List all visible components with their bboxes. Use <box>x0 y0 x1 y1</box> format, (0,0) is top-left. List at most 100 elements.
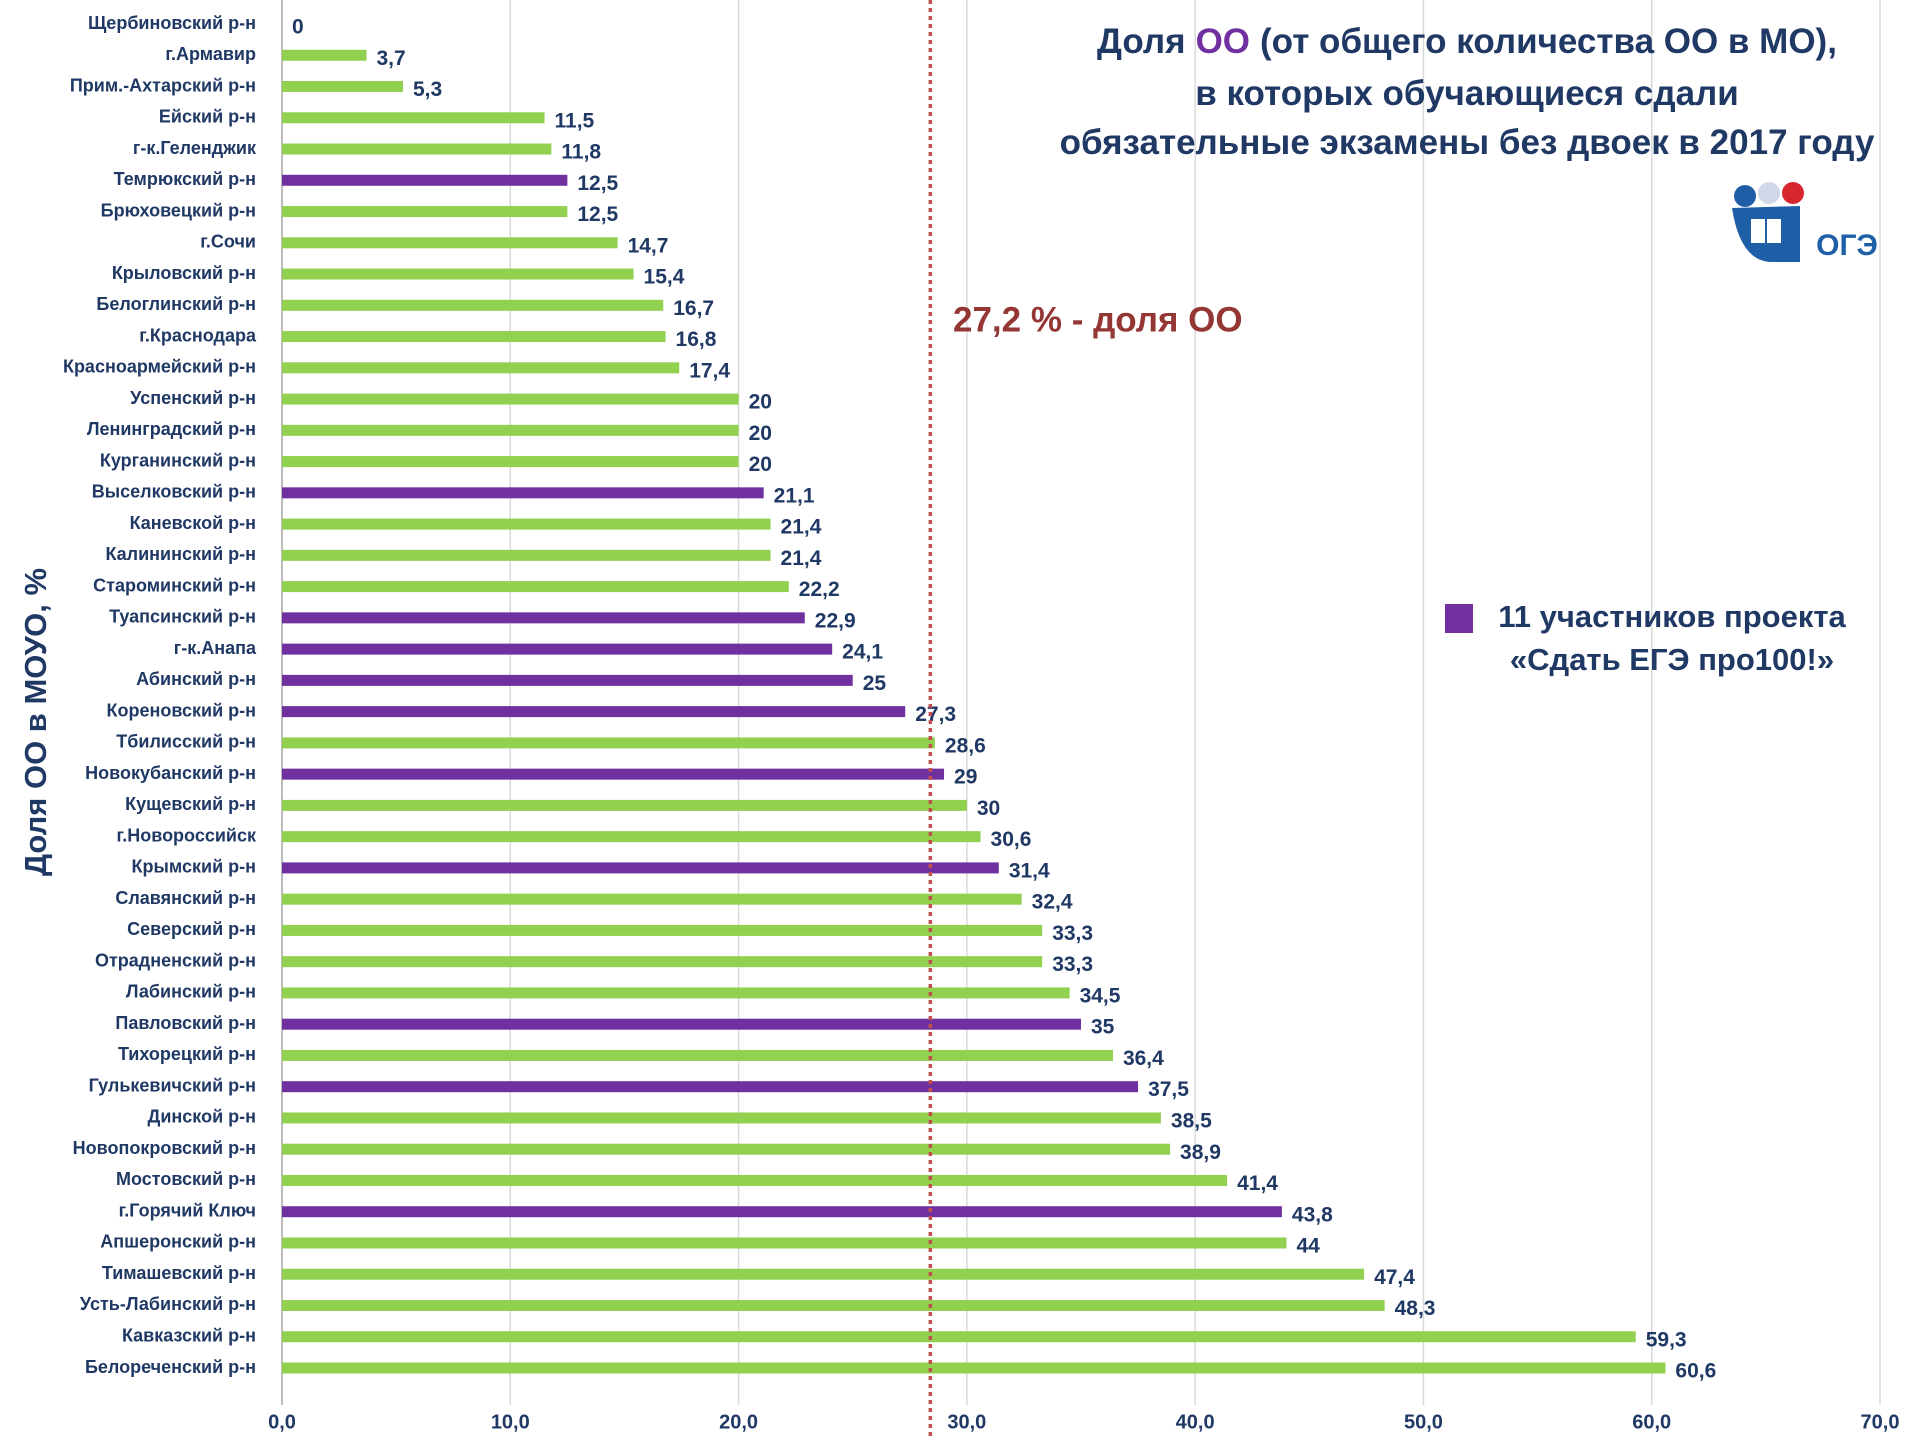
bar <box>282 237 618 249</box>
y-tick-label: Белоглинский р-н <box>96 294 256 314</box>
data-label: 32,4 <box>1032 891 1073 914</box>
data-label: 20 <box>749 391 772 414</box>
data-label: 5,3 <box>413 78 442 101</box>
bar <box>282 1081 1139 1093</box>
bar <box>282 956 1043 968</box>
bar <box>282 1237 1287 1249</box>
bar <box>282 924 1043 936</box>
annotation: 27,2 % - доля ОО <box>953 300 1243 339</box>
bar <box>282 799 967 811</box>
bar <box>282 487 764 499</box>
y-tick-label: Апшеронский р-н <box>100 1232 256 1252</box>
bar <box>282 1268 1365 1280</box>
y-tick-label: Кущевский р-н <box>125 794 256 814</box>
data-label: 33,3 <box>1052 953 1093 976</box>
data-label: 37,5 <box>1148 1078 1189 1101</box>
y-tick-label: Тимашевский р-н <box>102 1263 256 1283</box>
y-tick-label: Усть-Лабинский р-н <box>80 1294 256 1314</box>
legend-swatch <box>1445 604 1473 633</box>
data-label: 17,4 <box>689 359 730 382</box>
x-tick-label: 50,0 <box>1404 1411 1443 1433</box>
y-tick-label: г.Новороссийск <box>117 825 257 845</box>
x-tick-label: 20,0 <box>719 1411 758 1433</box>
title-part: ОО <box>1196 22 1250 61</box>
bar <box>282 362 680 374</box>
bar <box>282 612 805 624</box>
bar <box>282 518 771 530</box>
y-tick-label: Каневской р-н <box>130 513 256 533</box>
data-label: 38,5 <box>1171 1110 1212 1133</box>
y-tick-label: Отрадненский р-н <box>95 950 256 970</box>
bar <box>282 112 545 124</box>
data-label: 31,4 <box>1009 859 1050 882</box>
bar <box>282 706 906 718</box>
data-label: 22,2 <box>799 578 840 601</box>
y-tick-label: Новокубанский р-н <box>85 763 256 783</box>
y-tick-label: Староминский р-н <box>93 575 256 595</box>
y-tick-label: Абинский р-н <box>136 669 256 689</box>
y-axis-label: Доля ОО в МОУО, % <box>18 568 53 876</box>
bar <box>282 268 634 280</box>
data-label: 44 <box>1296 1235 1320 1258</box>
y-tick-label: Новопокровский р-н <box>73 1138 256 1158</box>
data-label: 60,6 <box>1675 1360 1716 1383</box>
chart-title: в которых обучающиеся сдали <box>1195 74 1739 113</box>
y-tick-label: Северский р-н <box>127 919 256 939</box>
data-label: 11,8 <box>561 141 601 164</box>
data-label: 48,3 <box>1395 1297 1436 1320</box>
bar <box>282 1143 1171 1155</box>
bar <box>282 893 1022 905</box>
bar <box>282 456 739 468</box>
y-tick-label: Прим.-Ахтарский р-н <box>70 75 256 95</box>
bar <box>282 549 771 561</box>
y-tick-label: г-к.Анапа <box>174 638 257 658</box>
bar <box>282 1331 1636 1343</box>
data-label: 0 <box>292 16 304 39</box>
y-tick-label: г.Краснодара <box>139 325 257 345</box>
bar <box>282 1174 1228 1186</box>
data-label: 24,1 <box>842 641 883 664</box>
y-tick-label: Калининский р-н <box>105 544 256 564</box>
bar <box>282 424 739 436</box>
bar <box>282 331 666 343</box>
data-label: 59,3 <box>1646 1328 1687 1351</box>
y-tick-label: Лабинский р-н <box>126 982 256 1002</box>
data-label: 21,4 <box>781 547 822 570</box>
data-label: 22,9 <box>815 609 856 632</box>
data-label: 16,7 <box>673 297 714 320</box>
bar <box>282 299 664 311</box>
y-tick-label: Тихорецкий р-н <box>118 1044 256 1064</box>
data-label: 21,1 <box>774 484 815 507</box>
bar <box>282 1299 1385 1311</box>
y-tick-label: Успенский р-н <box>130 388 256 408</box>
bar <box>282 1018 1081 1030</box>
chart-title: Доля ОО (от общего количества ОО в МО), <box>1097 22 1837 61</box>
data-label: 43,8 <box>1292 1203 1333 1226</box>
chart-title: обязательные экзамены без двоек в 2017 г… <box>1060 123 1875 162</box>
y-tick-label: г-к.Геленджик <box>133 138 257 158</box>
data-label: 28,6 <box>945 734 986 757</box>
y-tick-label: Кавказский р-н <box>122 1325 256 1345</box>
logo-text: ОГЭ <box>1816 229 1878 262</box>
bar <box>282 768 945 780</box>
legend-label: 11 участников проекта <box>1498 599 1846 634</box>
y-tick-label: г.Сочи <box>200 232 256 252</box>
data-label: 25 <box>863 672 887 695</box>
y-tick-label: Динской р-н <box>148 1107 256 1127</box>
logo <box>1732 182 1804 262</box>
y-tick-label: Павловский р-н <box>115 1013 256 1033</box>
bar <box>282 174 568 186</box>
title-part: Доля <box>1097 22 1186 61</box>
data-label: 16,8 <box>676 328 717 351</box>
y-tick-label: Славянский р-н <box>115 888 256 908</box>
y-tick-label: Крымский р-н <box>132 857 256 877</box>
y-tick-label: Кореновский р-н <box>107 700 256 720</box>
data-label: 41,4 <box>1237 1172 1278 1195</box>
data-label: 29 <box>954 766 977 789</box>
bar <box>282 862 999 874</box>
y-tick-label: Гулькевичский р-н <box>89 1075 256 1095</box>
data-label: 12,5 <box>577 203 618 226</box>
y-tick-label: Ленинградский р-н <box>87 419 256 439</box>
y-tick-label: Щербиновский р-н <box>88 13 256 33</box>
